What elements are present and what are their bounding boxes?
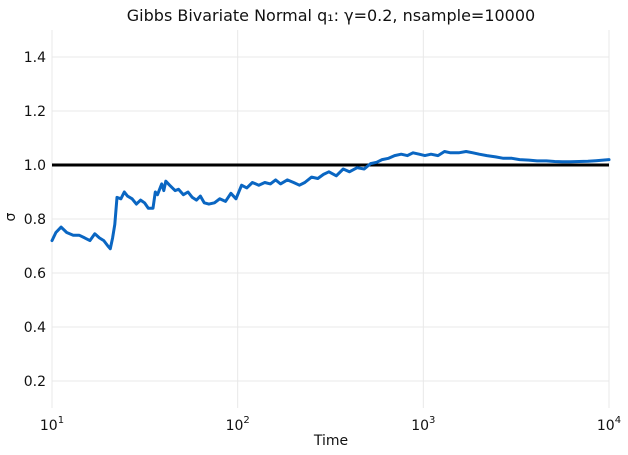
y-tick-label: 0.2: [24, 374, 46, 390]
series-line: [50, 150, 611, 251]
series-layer: [50, 150, 611, 251]
x-tick-label: 103: [411, 415, 435, 434]
grid-layer: [51, 30, 610, 408]
x-axis-label: Time: [313, 433, 348, 449]
y-tick-label: 1.4: [24, 50, 46, 66]
x-tick-label: 102: [226, 415, 250, 434]
y-tick-label: 0.8: [24, 212, 46, 228]
y-tick-label: 0.4: [24, 320, 46, 336]
chart-title: Gibbs Bivariate Normal q₁: γ=0.2, nsampl…: [127, 6, 535, 25]
y-tick-label: 1.2: [24, 104, 46, 120]
y-axis-label: σ: [3, 212, 19, 221]
y-tick-label: 0.6: [24, 266, 46, 282]
tick-label-layer: 0.2 0.4 0.6 0.8 1.0 1.2 1.4 101 102 103 104: [24, 50, 621, 434]
y-tick-label: 1.0: [24, 158, 46, 174]
x-tick-label: 101: [40, 415, 64, 434]
x-tick-label: 104: [597, 415, 621, 434]
